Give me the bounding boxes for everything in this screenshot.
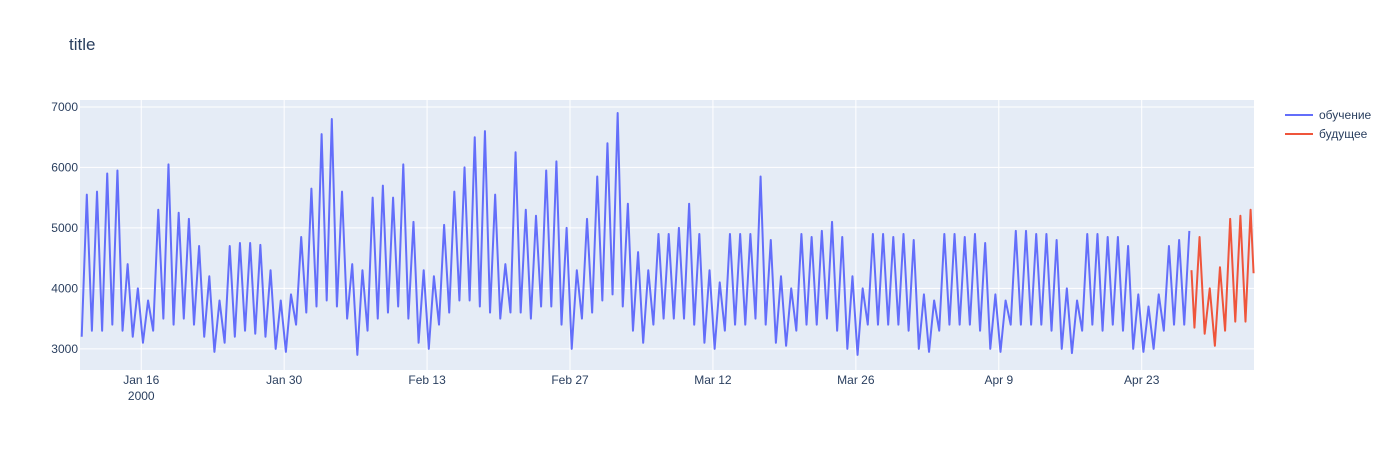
x-tick-label: Jan 30 [266,373,302,387]
y-tick-label: 5000 [51,221,78,235]
x-tick-label: Jan 16 2000 [123,373,159,403]
x-tick-label: Feb 27 [551,373,589,387]
x-tick-label: Apr 23 [1124,373,1160,387]
x-tick-label: Feb 13 [408,373,446,387]
y-tick-label: 3000 [51,342,78,356]
y-tick-label: 6000 [51,160,78,174]
x-tick-label: Mar 26 [837,373,875,387]
x-tick-label: Mar 12 [694,373,732,387]
line-series [80,112,1191,356]
y-tick-label: 4000 [51,281,78,295]
x-tick-label-line: Jan 16 [123,373,159,387]
plot-area [80,100,1254,370]
line-series [1190,208,1255,347]
x-tick-label: Apr 9 [984,373,1013,387]
chart-title: title [69,35,95,54]
x-tick-label-line: 2000 [128,389,155,403]
legend-label: обучение [1319,108,1372,122]
y-tick-label: 7000 [51,100,78,114]
legend-label: будущее [1319,127,1368,141]
